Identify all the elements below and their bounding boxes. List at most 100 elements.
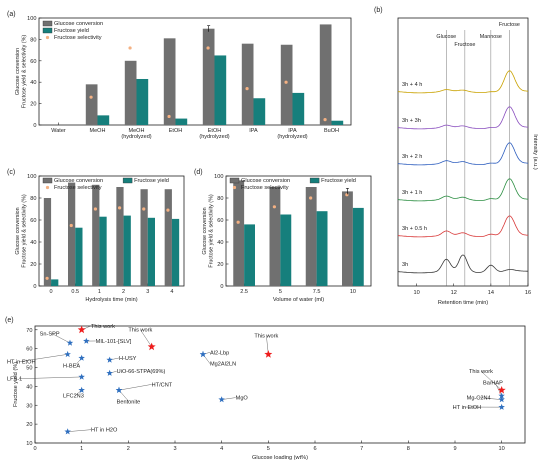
text-line: Glucose conversion <box>15 48 21 95</box>
x-tick-label: 2 <box>122 289 125 295</box>
trace-2 <box>398 178 529 202</box>
legend-label: Fructose yield <box>321 178 356 184</box>
callout-line <box>51 333 71 344</box>
text-line: (hydrolyzed) <box>199 134 229 140</box>
x-tick-label: IPA <box>249 128 258 134</box>
y-tick-label: 20 <box>217 262 223 268</box>
point-label: This work <box>469 369 493 375</box>
point-label: HT in EtOH <box>453 405 482 411</box>
marker-this-work <box>77 325 86 334</box>
point-label: Mg2Al2LN <box>210 362 236 368</box>
marker-literature <box>83 337 90 344</box>
bar-yield <box>292 92 305 125</box>
y-tick-label: 70 <box>26 328 32 334</box>
x-tick-label: 8 <box>407 446 410 452</box>
dot-selectivity <box>93 207 98 211</box>
x-tick-label: BuOH <box>324 128 339 134</box>
y-tick-label: 20 <box>30 102 36 108</box>
panel-label: (e) <box>5 317 14 324</box>
dot-selectivity <box>284 80 288 84</box>
x-tick-label: 0.5 <box>71 289 79 295</box>
y-tick-label: 80 <box>30 196 36 202</box>
x-tick-label: EtOH <box>169 128 182 134</box>
trace-label: 3h <box>402 262 408 268</box>
bar-conversion <box>319 24 332 126</box>
bar-yield <box>123 215 131 286</box>
x-tick-label: 12 <box>451 290 457 296</box>
x-axis-label: Retention time (min) <box>438 300 488 306</box>
point-label: HT in EtOH <box>7 360 36 366</box>
text-line: MeOH <box>129 128 145 134</box>
legend-swatch-yield <box>309 177 320 184</box>
marker-this-work <box>264 350 273 358</box>
marker-literature <box>115 386 123 393</box>
text-line: Fructose yield & selectivity (%) <box>22 35 28 109</box>
bar-yield <box>331 120 344 125</box>
panel-label: (a) <box>7 11 16 18</box>
legend-swatch-conversion <box>229 177 240 184</box>
dot-selectivity <box>69 223 73 228</box>
y-tick-label: 30 <box>26 403 32 409</box>
bar-conversion <box>163 38 176 125</box>
bar-yield <box>214 55 227 126</box>
dot-selectivity <box>166 208 170 212</box>
x-tick-label: 0 <box>33 446 36 452</box>
bar-yield <box>280 214 292 286</box>
x-tick-label: 3 <box>146 289 149 295</box>
y-axis-label: Glucose conversionFructose yield & selec… <box>15 35 28 109</box>
marker-this-work <box>497 386 506 394</box>
x-tick-label: Water <box>51 128 66 134</box>
bar-conversion <box>342 191 353 286</box>
bar-yield <box>51 279 59 286</box>
text-line: (hydrolyzed) <box>121 134 151 140</box>
point-label: Al2-Lbp <box>210 350 229 356</box>
trace-0 <box>398 254 528 274</box>
bar-yield <box>316 211 328 286</box>
plot-frame <box>225 175 372 287</box>
marker-literature <box>66 339 74 346</box>
legend-label: Fructose selectivity <box>241 185 289 191</box>
point-label: Sn-SPP <box>40 331 60 337</box>
bar-conversion <box>85 84 98 125</box>
y-tick-label: 0 <box>33 123 36 129</box>
point-label: Mg-C2N4 <box>467 396 491 402</box>
y-tick-label: 40 <box>30 240 36 246</box>
y-axis-label: Intensity (a.u.) <box>532 134 538 170</box>
bar-conversion <box>140 189 148 286</box>
x-tick-label: 4 <box>220 446 223 452</box>
legend-label: Glucose conversion <box>241 178 290 184</box>
x-tick-label: MeOH (hydrolyzed) <box>121 128 151 140</box>
point-label: Ba/HAP <box>483 381 503 387</box>
x-tick-label: EtOH (hydrolyzed) <box>199 128 229 140</box>
bar-conversion <box>202 28 215 126</box>
dot-selectivity <box>323 118 327 122</box>
marker-literature <box>218 396 225 403</box>
point-label: MIL-101-[SLV] <box>96 339 132 345</box>
x-tick-label: 0 <box>50 289 53 295</box>
plot-frame <box>38 17 352 126</box>
dot-selectivity <box>117 206 122 210</box>
plot-frame <box>34 325 526 444</box>
dot-selectivity <box>345 193 349 197</box>
callout-line <box>221 397 236 400</box>
bar-yield <box>171 218 180 286</box>
y-tick-label: 100 <box>27 16 36 22</box>
text-line: (hydrolyzed) <box>277 134 307 140</box>
plot-frame <box>38 175 185 287</box>
dot-selectivity <box>206 46 210 50</box>
x-tick-label: 9 <box>453 446 456 452</box>
marker-literature <box>498 403 505 410</box>
marker-literature <box>78 386 85 393</box>
x-tick-label: 7 <box>360 446 363 452</box>
panel-label: (d) <box>194 169 203 176</box>
marker-literature <box>106 369 113 376</box>
legend-swatch-conversion <box>42 20 53 27</box>
bar-conversion <box>269 187 281 286</box>
trace-3 <box>398 142 529 166</box>
y-tick-label: 0 <box>33 284 36 290</box>
legend-swatch-selectivity <box>232 185 237 190</box>
point-label: Bentonite <box>117 399 141 405</box>
